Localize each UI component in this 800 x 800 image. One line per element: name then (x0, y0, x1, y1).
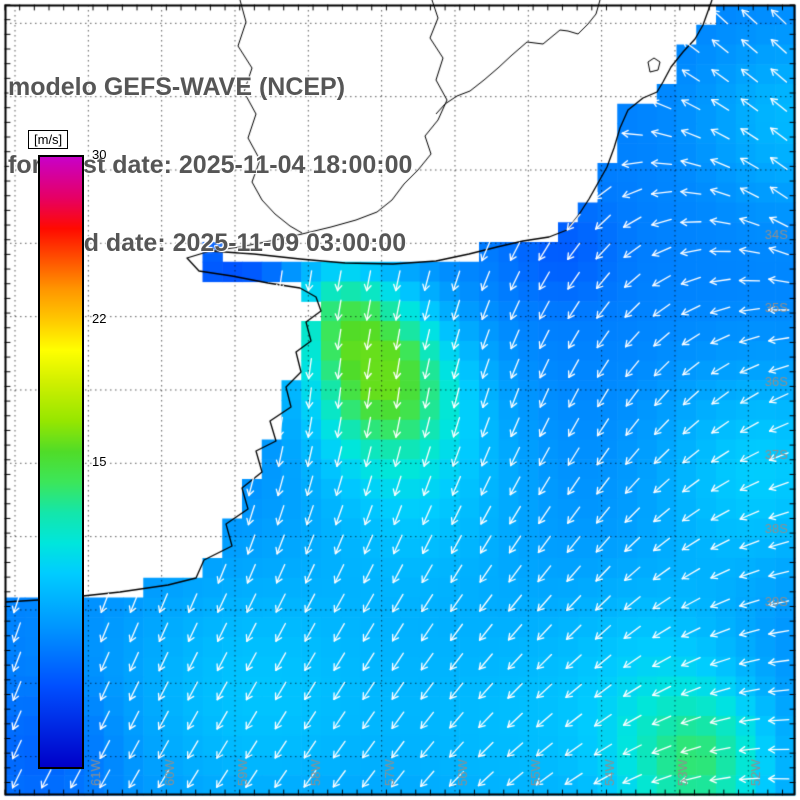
colorbar-tick-label: 15 (92, 454, 107, 469)
colorbar-tick-label: 30 (92, 147, 107, 162)
valid-date-label: valid date: 2025-11-09 03:00:00 (42, 229, 407, 257)
colorbar-gradient (38, 155, 84, 769)
model-title: modelo GEFS-WAVE (NCEP) (8, 73, 346, 101)
colorbar-units-label: [m/s] (28, 130, 69, 149)
colorbar-tick-label: 22 (92, 310, 107, 326)
